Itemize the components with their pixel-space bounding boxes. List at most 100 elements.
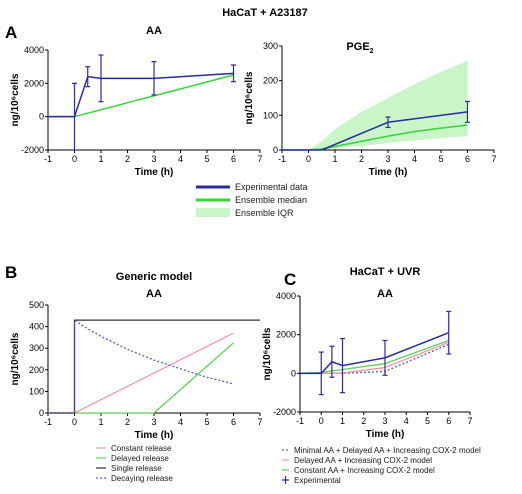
x-tick-label: 0 [72, 417, 77, 427]
x-tick-label: 0 [306, 154, 311, 164]
x-tick-label: -1 [296, 416, 304, 426]
x-tick-label: 7 [491, 154, 496, 164]
x-tick-label: 5 [204, 154, 209, 164]
series-line-single [48, 319, 260, 414]
panel-label-b: B [5, 263, 17, 282]
chart-c-uvr-aa: -1 0 1 2 3 4 5 6 7 -2000 0 2000 4000 Time (h) ng/10⁶ce… [262, 266, 473, 440]
y-tick-label: -2000 [273, 407, 296, 417]
x-axis-label: Time (h) [366, 429, 405, 440]
chart-subtitle: AA [146, 288, 162, 300]
x-tick-label: 7 [257, 154, 262, 164]
x-tick-label: 4 [412, 154, 417, 164]
iqr-band [282, 60, 468, 151]
x-tick-label: 7 [467, 416, 472, 426]
chart-a-aa: -1 0 1 2 3 4 5 6 7 -2000 0 2000 4000 Time (h) ng/10⁶ce… [10, 25, 263, 178]
x-tick-label: -1 [44, 154, 52, 164]
series-line-experimental [300, 332, 450, 375]
y-tick-label: 0 [39, 408, 44, 418]
y-tick-label: 300 [29, 343, 44, 353]
y-tick-label: 0 [291, 368, 296, 378]
x-tick-label: 4 [404, 416, 409, 426]
legend-label: Experimental [294, 476, 341, 485]
y-tick-label: 300 [263, 41, 278, 51]
legend-label: Experimental data [235, 182, 308, 192]
x-tick-label: 0 [319, 416, 324, 426]
x-tick-label: 4 [178, 417, 183, 427]
chart-title-subscript: 2 [370, 48, 374, 55]
legend-label: Delayed release [111, 454, 169, 463]
x-tick-label: 6 [446, 416, 451, 426]
x-tick-label: -1 [44, 417, 52, 427]
x-tick-label: 3 [151, 154, 156, 164]
x-tick-label: 5 [425, 416, 430, 426]
x-tick-label: 2 [359, 154, 364, 164]
x-axis-label: Time (h) [135, 167, 174, 178]
x-tick-label: 5 [204, 417, 209, 427]
panel-label-a: A [5, 23, 17, 42]
series-line-delayed_cox2 [300, 341, 449, 374]
x-tick-label: 0 [72, 154, 77, 164]
x-tick-label: 2 [125, 154, 130, 164]
y-axis-label: ng/10⁶cells [10, 332, 21, 385]
chart-subtitle: AA [377, 288, 393, 300]
y-tick-label: 200 [263, 76, 278, 86]
legend-c: Minimal AA + Delayed AA + Increasing COX… [282, 446, 481, 485]
legend-label: Constant AA + Increasing COX-2 model [294, 466, 435, 475]
x-tick-label: 6 [231, 154, 236, 164]
y-tick-label: 100 [29, 386, 44, 396]
y-axis-label: ng/10⁶cells [262, 327, 273, 380]
x-axis-label: Time (h) [369, 167, 408, 178]
x-tick-label: 3 [151, 417, 156, 427]
legend-label: Ensemble IQR [235, 208, 294, 218]
panel-label-c: C [284, 270, 296, 289]
chart-title: HaCaT + UVR [350, 266, 421, 278]
chart-title: Generic model [116, 271, 192, 283]
y-tick-label: 4000 [276, 291, 296, 301]
figure-title: HaCaT + A23187 [222, 7, 308, 19]
legend-label: Ensemble median [235, 195, 307, 205]
y-tick-label: 4000 [24, 45, 44, 55]
x-tick-label: 3 [382, 416, 387, 426]
y-tick-label: 200 [29, 365, 44, 375]
y-tick-label: 400 [29, 322, 44, 332]
x-tick-label: 1 [98, 154, 103, 164]
x-axis-label: Time (h) [135, 430, 174, 441]
y-tick-label: 0 [39, 112, 44, 122]
x-tick-label: 6 [465, 154, 470, 164]
x-tick-label: 7 [257, 417, 262, 427]
x-tick-label: 1 [98, 417, 103, 427]
x-tick-label: 1 [340, 416, 345, 426]
y-tick-label: 500 [29, 300, 44, 310]
legend-label: Minimal AA + Delayed AA + Increasing COX… [294, 446, 481, 455]
x-tick-label: 5 [438, 154, 443, 164]
legend-label: Delayed AA + Increasing COX-2 model [294, 456, 432, 465]
series-line-experimental [282, 111, 468, 151]
series-line-delayed [48, 342, 234, 414]
x-tick-label: 2 [125, 417, 130, 427]
x-tick-label: 2 [361, 416, 366, 426]
x-tick-label: 6 [231, 417, 236, 427]
y-tick-label: 100 [263, 110, 278, 120]
legend-label: Decaying release [111, 474, 173, 483]
chart-title: AA [146, 25, 162, 37]
legend-swatch-band [196, 208, 230, 217]
y-tick-label: 2000 [276, 330, 296, 340]
chart-title: PGE2 [346, 41, 373, 55]
x-tick-label: 3 [385, 154, 390, 164]
y-tick-label: -2000 [21, 145, 44, 155]
series-line-minimal [300, 343, 450, 374]
series-line-experimental [48, 72, 234, 118]
y-tick-label: 0 [273, 145, 278, 155]
x-tick-label: 4 [178, 154, 183, 164]
series-line-constant [48, 332, 234, 414]
series-line-decaying [48, 318, 234, 414]
x-tick-label: -1 [278, 154, 286, 164]
legend-label: Constant release [111, 444, 172, 453]
x-tick-label: 1 [332, 154, 337, 164]
legend-label: Single release [111, 464, 162, 473]
y-axis-label: ng/10⁶cells [10, 73, 21, 126]
legend-a: Experimental data Ensemble median Ensemble… [196, 182, 308, 218]
